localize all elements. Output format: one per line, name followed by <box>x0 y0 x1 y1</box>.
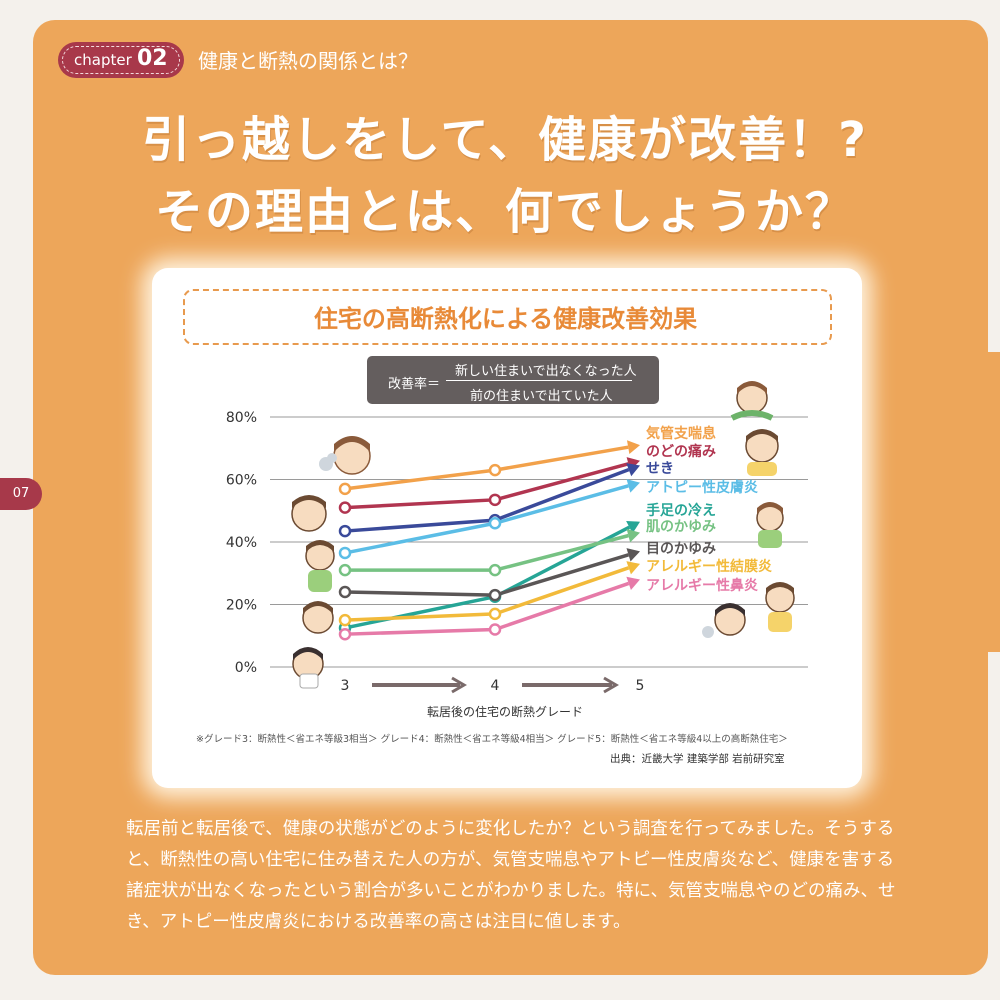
chapter-badge <box>58 42 184 78</box>
data-point <box>338 482 352 496</box>
formula-label: 改善率＝ <box>388 377 441 392</box>
series-line <box>344 612 496 622</box>
data-point <box>488 517 502 530</box>
series-label: アレルギー性結膜炎 <box>646 558 772 575</box>
series-arrowhead <box>626 479 640 493</box>
data-point <box>338 563 352 577</box>
chart-title-frame <box>183 289 832 345</box>
page-edge-tab <box>985 352 1000 652</box>
series-label: 肌のかゆみ <box>646 519 716 535</box>
x-tick-label: 3 <box>341 678 350 694</box>
person-itchy-eyes-icon <box>302 601 334 634</box>
person-grumpy-icon <box>702 603 746 638</box>
series-label: 目のかゆみ <box>646 541 716 557</box>
series-line <box>494 566 630 616</box>
grade-arrowhead <box>603 676 619 694</box>
series-arrowhead <box>626 463 640 477</box>
series-line <box>494 462 629 502</box>
person-healthy-icon <box>765 582 795 632</box>
data-point <box>488 493 502 507</box>
series-label: アレルギー性鼻炎 <box>646 577 758 594</box>
data-point <box>488 623 502 636</box>
x-axis-label: 転居後の住宅の断熱グレード <box>426 705 583 719</box>
grade-note: ※グレード3：断熱性＜省エネ等級3相当＞ グレード4：断熱性＜省エネ等級4相当＞… <box>196 734 788 745</box>
data-point <box>488 463 502 477</box>
series-line <box>344 498 496 510</box>
series-line <box>494 468 630 522</box>
series-label: 手足の冷え <box>646 502 716 519</box>
data-point <box>338 501 352 514</box>
data-point <box>338 546 352 560</box>
y-tick-label: 20% <box>226 598 257 614</box>
person-scratching-icon <box>305 540 335 592</box>
y-tick-label: 40% <box>226 535 257 551</box>
series-line <box>344 594 496 630</box>
chart-panel <box>152 268 862 788</box>
person-smiling-icon <box>745 429 779 476</box>
headline-line-1: 引っ越しをして、健康が改善！? <box>141 112 868 168</box>
x-tick-label: 5 <box>636 678 645 694</box>
series-line <box>494 553 630 597</box>
series-arrowhead <box>626 561 640 575</box>
data-point <box>488 563 502 577</box>
headline-line-2: その理由とは、何でしょうか？ <box>154 184 855 240</box>
formula-numerator: 新しい住まいで出なくなった人 <box>455 364 637 379</box>
data-point <box>488 607 502 621</box>
series-line <box>344 521 496 555</box>
person-coughing-icon <box>319 436 371 475</box>
series-line <box>494 445 629 472</box>
series-line <box>344 468 496 491</box>
series-label: 気管支喘息 <box>646 425 716 442</box>
y-tick-label: 80% <box>226 410 257 426</box>
series-arrowhead <box>626 520 640 534</box>
series-arrowhead <box>626 440 640 455</box>
series-label: のどの痛み <box>646 443 716 460</box>
series-line <box>344 518 496 533</box>
source-credit: 出典：近畿大学 建築学部 岩前研究室 <box>610 753 785 765</box>
data-point <box>338 585 352 599</box>
y-tick-label: 60% <box>226 473 257 489</box>
chapter-title: 健康と断熱の関係とは？ <box>198 49 418 73</box>
formula-denominator: 前の住まいで出ていた人 <box>470 389 613 404</box>
person-sick-icon <box>291 495 327 532</box>
series-arrowhead <box>626 528 640 543</box>
chapter-number: 02 <box>137 46 168 71</box>
series-arrowhead <box>626 576 640 591</box>
x-tick-label: 4 <box>491 678 500 694</box>
data-point <box>338 627 352 641</box>
series-label: アトピー性皮膚炎 <box>646 479 758 496</box>
person-happy-icon <box>730 381 774 421</box>
chapter-word: chapter <box>74 51 132 69</box>
data-point <box>338 524 352 538</box>
series-line <box>494 525 631 599</box>
page-number: 07 <box>0 478 42 510</box>
y-tick-label: 0% <box>235 660 257 676</box>
body-paragraph: 転居前と転居後で、健康の状態がどのように変化したか？という調査を行ってみました。… <box>126 819 896 932</box>
data-point <box>488 588 502 602</box>
series-line <box>494 484 629 525</box>
grade-arrowhead <box>451 676 467 694</box>
series-line <box>344 590 496 597</box>
series-line <box>494 533 629 572</box>
person-relieved-icon <box>756 502 784 548</box>
formula-fraction-bar <box>446 380 632 381</box>
series-line <box>494 581 630 632</box>
series-label: せき <box>646 461 674 477</box>
data-point <box>338 613 352 627</box>
chart-title: 住宅の高断熱化による健康改善効果 <box>313 305 698 333</box>
series-line <box>344 627 496 636</box>
person-sneezing-icon <box>292 647 324 689</box>
series-arrowhead <box>626 548 640 562</box>
